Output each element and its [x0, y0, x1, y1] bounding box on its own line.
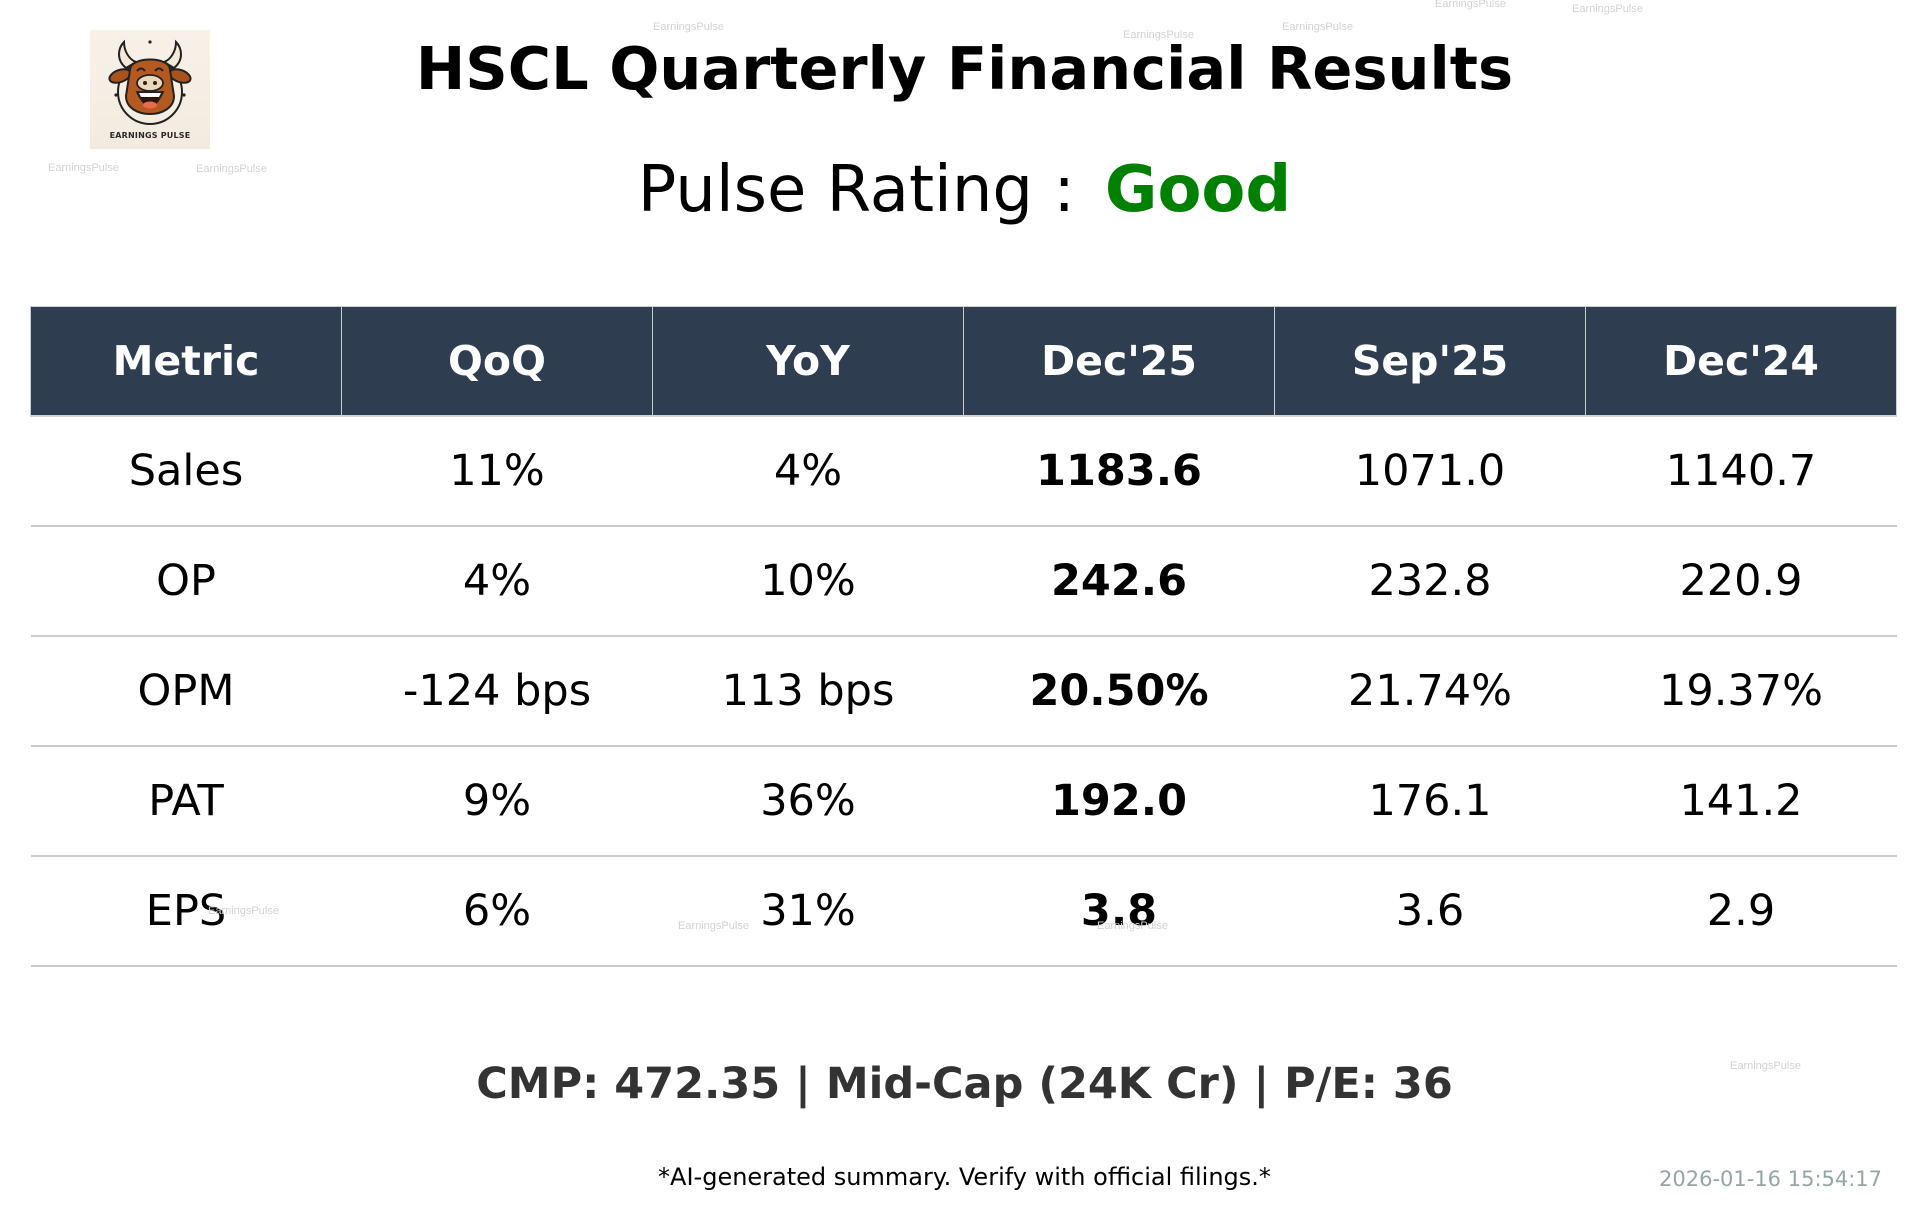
sep25-cell: 3.6: [1274, 856, 1586, 967]
column-header-dec25: Dec'25: [963, 306, 1275, 417]
column-header-sep25: Sep'25: [1274, 306, 1586, 417]
yoy-cell: 10%: [652, 526, 964, 637]
table-row: Sales 11% 4% 1183.6 1071.0 1140.7: [30, 416, 1897, 527]
dec25-cell: 242.6: [963, 526, 1275, 637]
bull-mascot-icon: [108, 39, 192, 125]
qoq-cell: -124 bps: [341, 636, 653, 747]
metric-cell: OP: [30, 526, 342, 637]
qoq-cell: 4%: [341, 526, 653, 637]
dec25-cell: 3.8: [963, 856, 1275, 967]
yoy-cell: 36%: [652, 746, 964, 857]
metric-cell: PAT: [30, 746, 342, 857]
results-table: Metric QoQ YoY Dec'25 Sep'25 Dec'24 Sale…: [30, 306, 1897, 967]
column-header-yoy: YoY: [652, 306, 964, 417]
watermark: EarningsPulse: [1282, 21, 1353, 33]
logo-label: EARNINGS PULSE: [109, 131, 191, 140]
metric-cell: Sales: [30, 416, 342, 527]
table-row: PAT 9% 36% 192.0 176.1 141.2: [30, 746, 1897, 857]
sep25-cell: 176.1: [1274, 746, 1586, 857]
sep25-cell: 1071.0: [1274, 416, 1586, 527]
metric-cell: OPM: [30, 636, 342, 747]
qoq-cell: 11%: [341, 416, 653, 527]
disclaimer: *AI-generated summary. Verify with offic…: [658, 1163, 1271, 1191]
valuation-summary: CMP: 472.35 | Mid-Cap (24K Cr) | P/E: 36: [476, 1059, 1453, 1109]
qoq-cell: 9%: [341, 746, 653, 857]
table-row: OPM -124 bps 113 bps 20.50% 21.74% 19.37…: [30, 636, 1897, 747]
yoy-cell: 31%: [652, 856, 964, 967]
pulse-rating-value: Good: [1104, 153, 1292, 227]
dec25-cell: 1183.6: [963, 416, 1275, 527]
dec24-cell: 2.9: [1585, 856, 1897, 967]
table-row: EPS 6% 31% 3.8 3.6 2.9: [30, 856, 1897, 967]
yoy-cell: 4%: [652, 416, 964, 527]
column-header-qoq: QoQ: [341, 306, 653, 417]
metric-cell: EPS: [30, 856, 342, 967]
dec24-cell: 141.2: [1585, 746, 1897, 857]
column-header-metric: Metric: [30, 306, 342, 417]
pulse-rating-label: Pulse Rating :: [637, 153, 1075, 227]
generated-timestamp: 2026-01-16 15:54:17: [1659, 1167, 1883, 1191]
table-row: OP 4% 10% 242.6 232.8 220.9: [30, 526, 1897, 637]
yoy-cell: 113 bps: [652, 636, 964, 747]
table-header-row: Metric QoQ YoY Dec'25 Sep'25 Dec'24: [30, 306, 1897, 417]
sep25-cell: 232.8: [1274, 526, 1586, 637]
watermark: EarningsPulse: [1572, 3, 1643, 15]
dec24-cell: 1140.7: [1585, 416, 1897, 527]
dec25-cell: 20.50%: [963, 636, 1275, 747]
column-header-dec24: Dec'24: [1585, 306, 1897, 417]
pulse-rating: Pulse Rating : Good: [0, 152, 1919, 228]
watermark: EarningsPulse: [1435, 0, 1506, 10]
qoq-cell: 6%: [341, 856, 653, 967]
earnings-pulse-logo: EARNINGS PULSE: [90, 30, 210, 149]
sep25-cell: 21.74%: [1274, 636, 1586, 747]
page-title: HSCL Quarterly Financial Results: [415, 34, 1514, 103]
dec25-cell: 192.0: [963, 746, 1275, 857]
watermark: EarningsPulse: [653, 21, 724, 33]
dec24-cell: 220.9: [1585, 526, 1897, 637]
dec24-cell: 19.37%: [1585, 636, 1897, 747]
